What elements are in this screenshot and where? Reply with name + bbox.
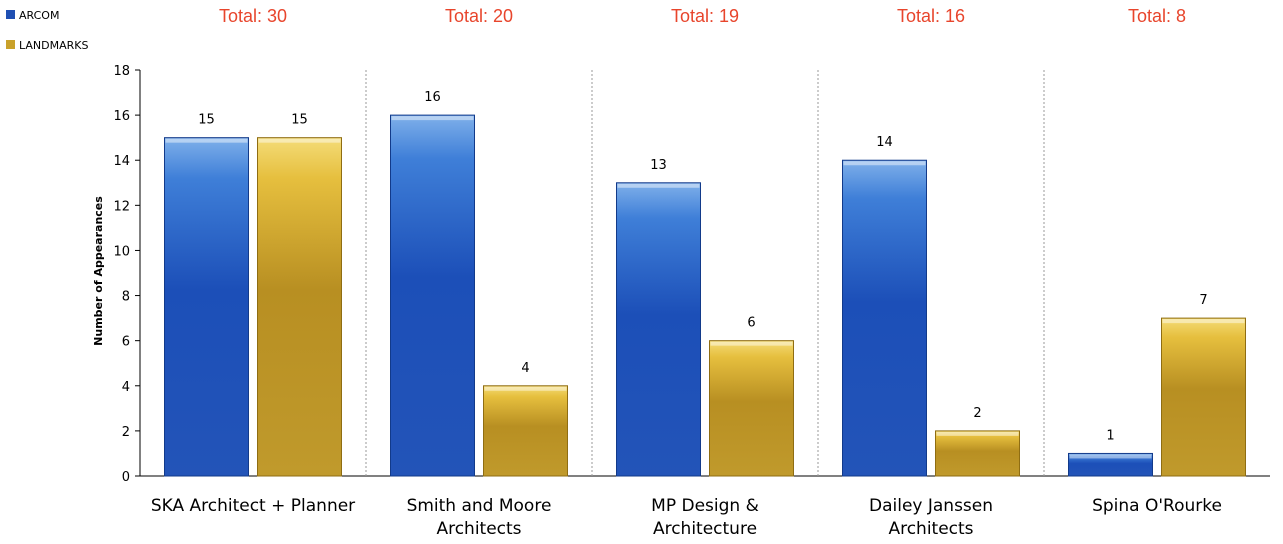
data-label: 15 <box>198 113 215 128</box>
bar-highlight <box>484 386 567 391</box>
category-label: Architects <box>888 519 973 539</box>
category-label: Smith and Moore <box>407 496 552 516</box>
bar-landmarks-2 <box>709 340 794 477</box>
data-label: 6 <box>747 316 755 331</box>
bar-arcom-0 <box>164 137 249 477</box>
category-label: Architects <box>436 519 521 539</box>
y-tick-label: 4 <box>122 380 130 395</box>
bar-arcom-1 <box>390 114 475 477</box>
y-tick-label: 8 <box>122 290 130 305</box>
total-label: Total: 30 <box>219 6 287 26</box>
bar-highlight <box>936 431 1019 436</box>
legend-swatch-arcom <box>6 10 15 19</box>
data-label: 15 <box>291 113 308 128</box>
bar-highlight <box>710 341 793 346</box>
total-label: Total: 16 <box>897 6 965 26</box>
bar-landmarks-4 <box>1161 317 1246 477</box>
bar-highlight <box>258 138 341 143</box>
data-label: 1 <box>1106 428 1114 443</box>
bar-highlight <box>1162 319 1245 324</box>
data-label: 13 <box>650 158 667 173</box>
legend-label-arcom: ARCOM <box>19 9 59 22</box>
data-label: 14 <box>876 135 893 150</box>
category-label: MP Design & <box>651 496 759 516</box>
legend: ARCOM LANDMARKS <box>6 9 88 52</box>
bar-arcom-2 <box>616 182 701 477</box>
data-label: 4 <box>521 361 529 376</box>
y-tick-label: 2 <box>122 425 130 440</box>
category-label: Dailey Janssen <box>869 496 993 516</box>
legend-label-landmarks: LANDMARKS <box>19 39 88 52</box>
data-label: 7 <box>1199 293 1207 308</box>
total-label: Total: 8 <box>1128 6 1186 26</box>
y-tick-label: 10 <box>113 244 130 259</box>
y-tick-label: 16 <box>113 109 130 124</box>
bar-landmarks-1 <box>483 385 568 477</box>
total-label: Total: 20 <box>445 6 513 26</box>
y-tick-label: 14 <box>113 154 130 169</box>
bar-landmarks-3 <box>935 430 1020 477</box>
bar-arcom-3 <box>842 159 927 477</box>
bar-highlight <box>843 161 926 166</box>
category-label: SKA Architect + Planner <box>151 496 355 516</box>
y-tick-label: 12 <box>113 199 130 214</box>
y-tick-label: 18 <box>113 64 130 79</box>
bar-highlight <box>617 183 700 188</box>
bar-landmarks-0 <box>257 137 342 477</box>
y-tick-label: 0 <box>122 470 130 485</box>
bar-highlight <box>165 138 248 143</box>
legend-swatch-landmarks <box>6 40 15 49</box>
y-axis-label: Number of Appearances <box>92 196 105 346</box>
y-tick-label: 6 <box>122 335 130 350</box>
category-label: Architecture <box>653 519 757 539</box>
total-label: Total: 19 <box>671 6 739 26</box>
bar-arcom-4 <box>1068 452 1153 477</box>
bar-highlight <box>1069 454 1152 459</box>
bar-highlight <box>391 116 474 121</box>
category-label: Spina O'Rourke <box>1092 496 1222 516</box>
data-label: 16 <box>424 90 441 105</box>
data-label: 2 <box>973 406 981 421</box>
